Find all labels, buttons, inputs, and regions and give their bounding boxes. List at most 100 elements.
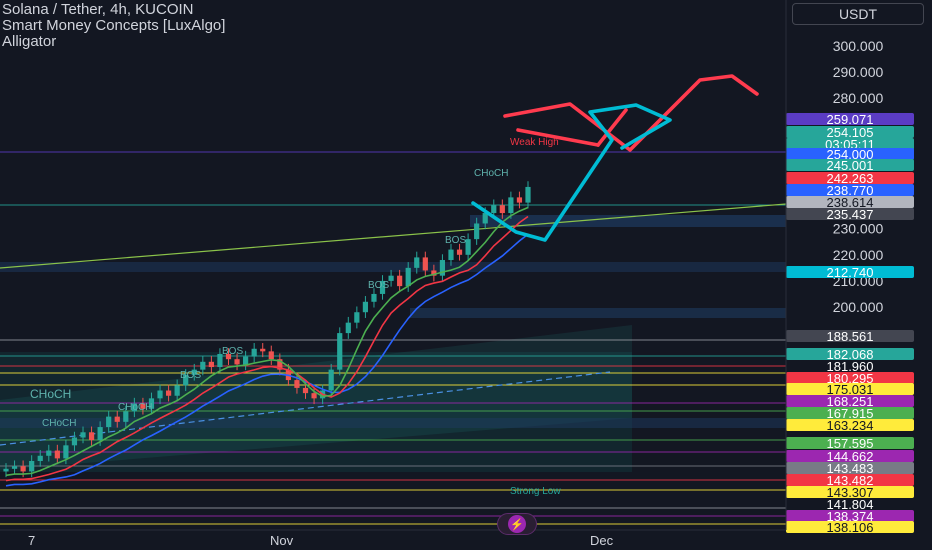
price-label: 143.482 [827, 473, 874, 488]
price-label: 254.000 [827, 147, 874, 162]
price-label: 141.804 [827, 497, 874, 512]
price-label-bg [786, 474, 914, 486]
price-label: 181.960 [827, 359, 874, 374]
price-label: 182.068 [827, 347, 874, 362]
price-label-bg [786, 372, 914, 384]
alligator-jaw [5, 233, 529, 487]
candle [482, 213, 488, 224]
price-label: 157.595 [827, 436, 874, 451]
price-label: 143.483 [827, 461, 874, 476]
y-tick-label: 230.000 [833, 221, 884, 237]
annotation-bos: BOS [368, 280, 389, 291]
candle [414, 257, 420, 268]
candle [465, 239, 471, 255]
projection-arrow-red [503, 74, 759, 152]
legend-indicator-smc[interactable]: Smart Money Concepts [LuxAlgo] [2, 17, 226, 34]
annotation-bos: BOS [222, 346, 243, 357]
candle [354, 312, 360, 323]
price-label-bg [786, 419, 914, 431]
candle [97, 427, 103, 441]
x-tick-label-1: 7 [28, 533, 36, 548]
price-label-bg [786, 486, 914, 498]
candle [431, 270, 437, 276]
candle [337, 333, 343, 370]
price-label-bg [786, 266, 914, 278]
candle [448, 249, 454, 261]
candle [200, 361, 206, 370]
price-label-bg [786, 498, 914, 510]
price-label-bg [786, 437, 914, 449]
price-label-bg [786, 330, 914, 342]
candle [63, 445, 69, 459]
price-label-bg [786, 395, 914, 407]
price-label-bg [786, 113, 914, 125]
annotation-choch: CHoCH [42, 418, 76, 429]
annotation-strong-low: Strong Low [510, 486, 561, 497]
currency-button[interactable]: USDT [792, 3, 924, 25]
price-label: 188.561 [827, 329, 874, 344]
candle [243, 356, 249, 365]
candle [208, 361, 214, 368]
candle [302, 387, 309, 394]
candle [20, 466, 26, 472]
candle [405, 267, 411, 287]
price-label: 163.234 [827, 418, 874, 433]
order-block [470, 215, 786, 227]
price-label: 242.263 [827, 171, 874, 186]
annotation-choch: CHoCH [118, 402, 152, 413]
candle [174, 385, 180, 396]
candle [397, 275, 403, 287]
price-label: 144.662 [827, 449, 874, 464]
candle [183, 374, 189, 386]
candle [46, 450, 52, 456]
price-label: 138.106 [827, 520, 874, 535]
candle [294, 380, 300, 388]
projection-arrow-cyan [471, 103, 672, 242]
candle [328, 369, 334, 391]
candle [422, 257, 428, 271]
candle [71, 437, 78, 446]
replay-button[interactable]: ⚡ [497, 513, 537, 535]
x-tick-label-3: Dec [590, 533, 614, 548]
candle [37, 455, 43, 461]
candle [140, 403, 146, 409]
legend-indicator-alligator[interactable]: Alligator [2, 33, 57, 50]
y-tick-label: 280.000 [833, 90, 884, 106]
price-label-bg [786, 138, 914, 150]
price-label: 168.251 [827, 394, 874, 409]
candle [508, 197, 514, 214]
y-tick-label: 290.000 [833, 64, 884, 80]
legend-symbol: Solana / Tether, 4h, KUCOIN [2, 1, 194, 18]
candle [491, 205, 497, 214]
candle [516, 197, 523, 203]
candle [499, 205, 505, 214]
candle [131, 403, 137, 412]
demand-block [0, 418, 786, 428]
candle [345, 322, 351, 334]
price-label: 245.001 [827, 158, 874, 173]
annotation-bos: BOS [445, 235, 466, 246]
candle [114, 416, 120, 422]
y-tick-label: 200.000 [833, 299, 884, 315]
y-tick-label: 220.000 [833, 247, 884, 263]
candle [3, 468, 9, 472]
candle [439, 260, 446, 276]
x-tick-label-2: Nov [270, 533, 294, 548]
price-label-bg [786, 126, 914, 138]
price-label: 143.307 [827, 485, 874, 500]
candle [54, 450, 60, 459]
candle [191, 369, 197, 375]
price-label: 180.295 [827, 371, 874, 386]
price-label-bg [786, 208, 914, 220]
alligator-teeth [5, 215, 529, 482]
candle [277, 359, 283, 370]
price-label: 238.614 [827, 195, 874, 210]
candle [148, 398, 155, 409]
price-label: 235.437 [827, 207, 874, 222]
y-tick-label: 300.000 [833, 38, 884, 54]
price-label: 254.105 [827, 125, 874, 140]
candle [157, 390, 163, 399]
price-label: 175.031 [827, 382, 874, 397]
candle [123, 411, 129, 422]
